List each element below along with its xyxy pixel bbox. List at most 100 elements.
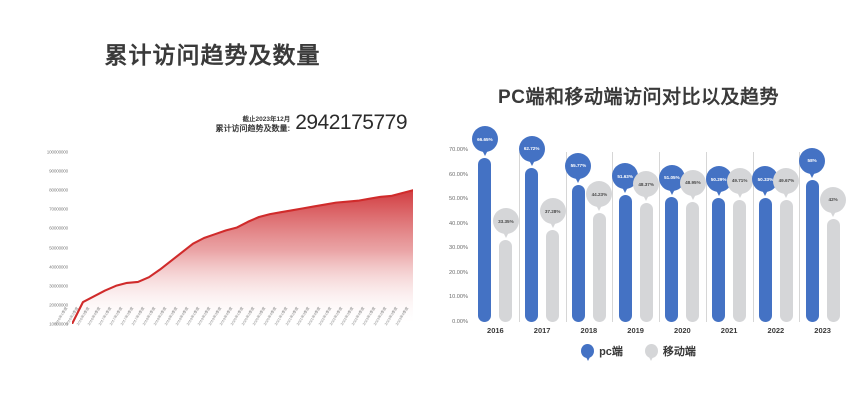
bar-value-label: 49.67% [773, 167, 800, 198]
bar-x-tick: 2016 [487, 326, 504, 335]
bar-column-移动端[interactable]: 42% [820, 150, 847, 322]
bar[interactable] [779, 199, 793, 322]
bar-value-label: 66.65% [471, 126, 498, 157]
bar-column-移动端[interactable]: 48.95% [679, 150, 706, 322]
bar-y-tick: 10.00% [449, 294, 468, 301]
area-y-axis: 100000000 90000000 80000000 70000000 6000000… [18, 149, 70, 327]
group-separator [799, 152, 801, 322]
bar-column-移动端[interactable]: 49.71% [726, 150, 753, 322]
bar[interactable] [571, 184, 585, 322]
bar-column-pc端[interactable]: 50.33% [752, 150, 779, 322]
bar-column-pc端[interactable]: 66.65% [471, 126, 498, 322]
bar[interactable] [733, 199, 747, 322]
bar[interactable] [665, 196, 679, 322]
bar-y-tick: 50.00% [449, 196, 468, 203]
bar[interactable] [592, 213, 606, 322]
group-separator [705, 152, 707, 322]
kpi-labels: 截止2023年12月 累计访问趋势及数量: [216, 116, 291, 133]
cumulative-visits-panel: 累计访问趋势及数量 截止2023年12月 累计访问趋势及数量: 29421757… [0, 0, 425, 411]
bar-x-axis: 2016 2017 2018 2019 2020 2021 2022 2023 [472, 326, 846, 335]
bar[interactable] [499, 240, 513, 322]
legend-marker-icon [581, 344, 595, 361]
bar-pair: 51.63% 48.37% [612, 150, 660, 322]
bar[interactable] [826, 218, 840, 322]
area-y-tick: 70000000 [49, 206, 68, 212]
bar-column-移动端[interactable]: 49.67% [773, 150, 800, 322]
area-y-tick: 10000000 [49, 321, 68, 327]
bar-column-移动端[interactable]: 33.35% [492, 150, 519, 322]
bar[interactable] [758, 198, 772, 322]
bar-group: 51.05% 48.95% [658, 150, 706, 322]
bar-x-tick: 2023 [814, 326, 831, 335]
legend-item-pc端[interactable]: pc端 [581, 343, 623, 361]
kpi-value: 2942175779 [295, 111, 407, 134]
bar-y-axis: 70.00% 60.00% 50.00% 40.00% 30.00% 20.00% 10.0… [425, 147, 470, 325]
area-y-tick: 20000000 [49, 302, 68, 308]
bar-value-label: 58% [799, 147, 826, 178]
bar-value-label: 55.77% [565, 152, 592, 183]
group-separator [565, 152, 567, 322]
bar-column-移动端[interactable]: 37.28% [539, 150, 566, 322]
bar-column-pc端[interactable]: 51.63% [612, 150, 639, 322]
bar-y-tick: 30.00% [449, 245, 468, 252]
bar-pair: 66.65% 33.35% [471, 126, 519, 322]
bar-value-label: 44.23% [586, 181, 613, 212]
bar[interactable] [525, 167, 539, 322]
bar-column-pc端[interactable]: 62.72% [518, 135, 545, 322]
bar-pair: 51.05% 48.95% [658, 150, 706, 322]
bar[interactable] [478, 158, 492, 322]
area-x-axis: 2016年1季度 2016年2季度 2016年3季度 2016年4季度 2017年1季度… [54, 306, 409, 384]
bar-column-pc端[interactable]: 51.05% [658, 150, 685, 322]
bar-group: 62.72% 37.28% [518, 135, 566, 322]
legend-item-移动端[interactable]: 移动端 [644, 343, 696, 361]
bar-column-pc端[interactable]: 58% [799, 147, 826, 322]
bar-x-tick: 2020 [674, 326, 691, 335]
bar-group: 50.29% 49.71% [705, 150, 753, 322]
bar-y-tick: 60.00% [449, 171, 468, 178]
kpi-note: 截止2023年12月 [242, 116, 291, 124]
bar-y-tick: 20.00% [449, 269, 468, 276]
bar-group: 66.65% 33.35% [471, 126, 519, 322]
area-chart-svg [72, 189, 413, 324]
bar-groups: 66.65% 33.35% 62.72% 37.28% 55.77% 44.23% 51.6… [471, 126, 847, 322]
bar[interactable] [712, 198, 726, 322]
bar-x-tick: 2018 [580, 326, 598, 335]
legend-marker-icon [644, 344, 658, 361]
kpi-caption: 累计访问趋势及数量: [215, 123, 291, 133]
bar-group: 55.77% 44.23% [565, 150, 613, 322]
bar-column-pc端[interactable]: 50.29% [705, 150, 732, 322]
bar-column-移动端[interactable]: 44.23% [586, 150, 613, 322]
group-separator [659, 152, 660, 322]
area-y-tick: 40000000 [49, 264, 68, 270]
right-chart-title: PC端和移动端访问对比以及趋势 [498, 87, 779, 108]
bar-y-tick: 40.00% [449, 220, 468, 227]
bar-column-pc端[interactable]: 55.77% [565, 150, 592, 322]
area-y-tick: 50000000 [49, 245, 68, 251]
bar[interactable] [546, 230, 560, 322]
bar-pair: 62.72% 37.28% [518, 135, 566, 322]
group-separator [518, 152, 520, 322]
bar-pair: 50.29% 49.71% [705, 150, 753, 322]
bar[interactable] [639, 203, 653, 322]
bar-column-移动端[interactable]: 48.37% [633, 150, 660, 322]
bar[interactable] [686, 201, 700, 322]
kpi-block: 截止2023年12月 累计访问趋势及数量: 2942175779 [216, 111, 408, 134]
bar-value-label: 48.37% [633, 171, 660, 202]
bar-value-label: 37.28% [539, 198, 566, 229]
bar-x-tick: 2017 [533, 326, 551, 335]
area-y-tick: 30000000 [49, 283, 68, 289]
bar-value-label: 33.35% [492, 208, 519, 239]
bar-x-tick: 2019 [627, 326, 644, 335]
bar-y-tick: 0.00% [452, 319, 468, 325]
area-chart: 100000000 90000000 80000000 70000000 6000000… [18, 149, 413, 327]
bar-pair: 58% 42% [799, 147, 847, 322]
bar[interactable] [618, 195, 632, 322]
area-y-tick: 100000000 [46, 149, 68, 155]
area-y-tick: 60000000 [49, 225, 68, 231]
chart-legend: pc端 移动端 [425, 343, 852, 361]
bar[interactable] [805, 179, 819, 322]
bar-group: 51.63% 48.37% [612, 150, 660, 322]
bar-value-label: 49.71% [726, 167, 753, 198]
pc-vs-mobile-panel: PC端和移动端访问对比以及趋势 70.00% 60.00% 50.00% 40.00%… [425, 0, 852, 411]
left-chart-title: 累计访问趋势及数量 [104, 42, 321, 68]
